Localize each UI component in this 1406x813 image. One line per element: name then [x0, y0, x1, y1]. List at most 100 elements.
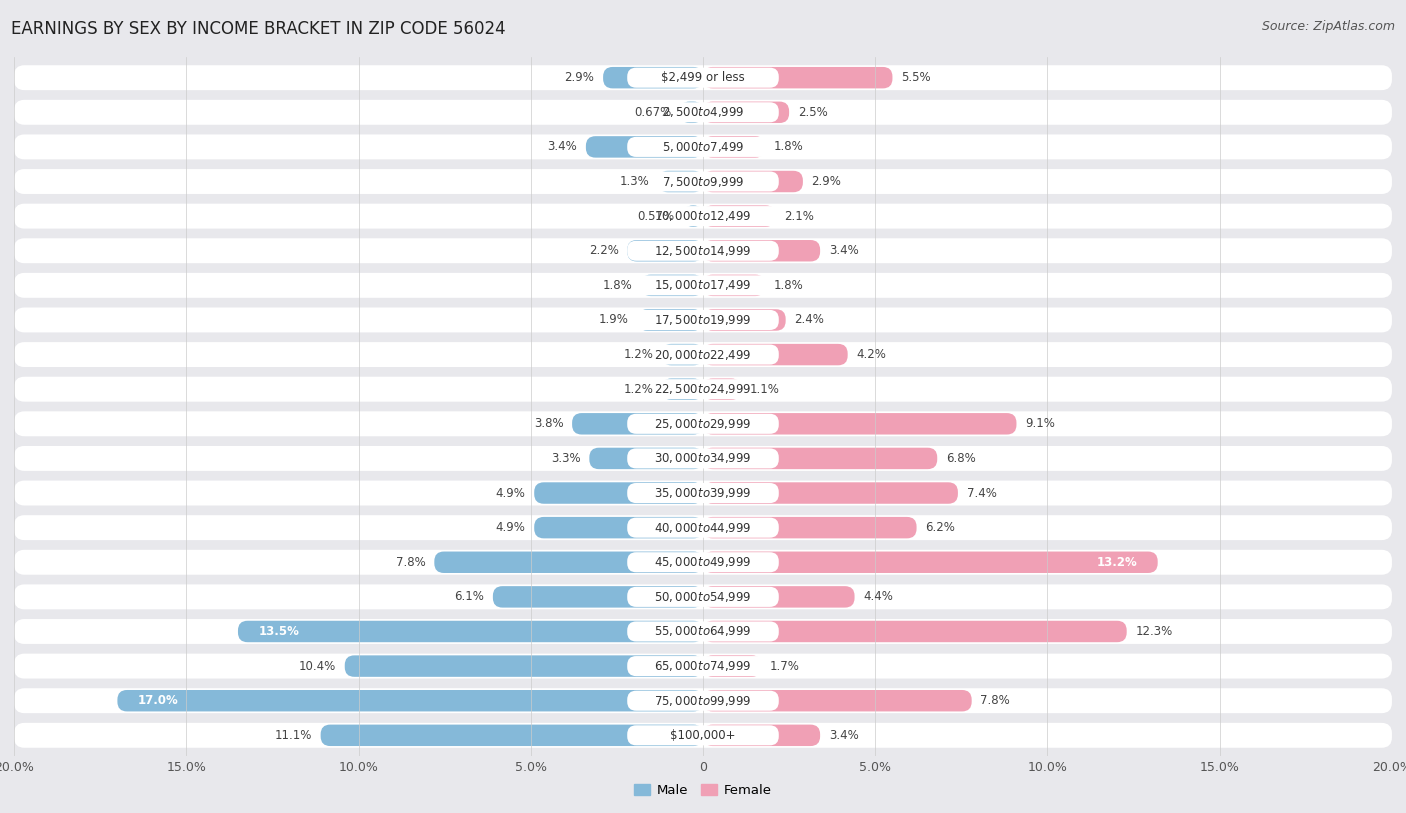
FancyBboxPatch shape — [703, 655, 762, 677]
FancyBboxPatch shape — [534, 517, 703, 538]
FancyBboxPatch shape — [703, 690, 972, 711]
Legend: Male, Female: Male, Female — [628, 778, 778, 802]
Text: $50,000 to $54,999: $50,000 to $54,999 — [654, 590, 752, 604]
FancyBboxPatch shape — [703, 309, 786, 331]
FancyBboxPatch shape — [703, 551, 1157, 573]
Text: 3.4%: 3.4% — [547, 141, 578, 154]
FancyBboxPatch shape — [627, 691, 779, 711]
Text: 1.9%: 1.9% — [599, 314, 628, 327]
FancyBboxPatch shape — [681, 102, 703, 123]
Text: $20,000 to $22,499: $20,000 to $22,499 — [654, 348, 752, 362]
Text: 2.1%: 2.1% — [785, 210, 814, 223]
Text: 2.2%: 2.2% — [589, 244, 619, 257]
Text: Source: ZipAtlas.com: Source: ZipAtlas.com — [1261, 20, 1395, 33]
Text: $30,000 to $34,999: $30,000 to $34,999 — [654, 451, 752, 465]
Text: 13.5%: 13.5% — [259, 625, 299, 638]
FancyBboxPatch shape — [703, 724, 820, 746]
Text: 1.8%: 1.8% — [773, 279, 803, 292]
FancyBboxPatch shape — [14, 723, 1392, 748]
Text: 3.4%: 3.4% — [828, 244, 859, 257]
Text: 10.4%: 10.4% — [299, 659, 336, 672]
Text: $17,500 to $19,999: $17,500 to $19,999 — [654, 313, 752, 327]
FancyBboxPatch shape — [627, 345, 779, 364]
Text: $10,000 to $12,499: $10,000 to $12,499 — [654, 209, 752, 223]
Text: $100,000+: $100,000+ — [671, 728, 735, 741]
FancyBboxPatch shape — [494, 586, 703, 607]
FancyBboxPatch shape — [14, 134, 1392, 159]
FancyBboxPatch shape — [14, 376, 1392, 402]
Text: 2.9%: 2.9% — [565, 72, 595, 85]
Text: 1.8%: 1.8% — [603, 279, 633, 292]
FancyBboxPatch shape — [703, 67, 893, 89]
FancyBboxPatch shape — [14, 342, 1392, 367]
FancyBboxPatch shape — [703, 102, 789, 123]
Text: $35,000 to $39,999: $35,000 to $39,999 — [654, 486, 752, 500]
Text: 0.67%: 0.67% — [634, 106, 671, 119]
FancyBboxPatch shape — [14, 654, 1392, 679]
FancyBboxPatch shape — [627, 172, 779, 192]
FancyBboxPatch shape — [627, 379, 779, 399]
Text: $40,000 to $44,999: $40,000 to $44,999 — [654, 520, 752, 535]
Text: 11.1%: 11.1% — [274, 728, 312, 741]
Text: 4.4%: 4.4% — [863, 590, 893, 603]
Text: 6.1%: 6.1% — [454, 590, 484, 603]
Text: $5,000 to $7,499: $5,000 to $7,499 — [662, 140, 744, 154]
FancyBboxPatch shape — [703, 171, 803, 192]
FancyBboxPatch shape — [627, 552, 779, 572]
Text: $25,000 to $29,999: $25,000 to $29,999 — [654, 417, 752, 431]
FancyBboxPatch shape — [627, 240, 703, 262]
FancyBboxPatch shape — [14, 689, 1392, 713]
Text: 1.7%: 1.7% — [770, 659, 800, 672]
Text: 0.57%: 0.57% — [638, 210, 675, 223]
FancyBboxPatch shape — [589, 448, 703, 469]
FancyBboxPatch shape — [627, 518, 779, 537]
Text: 4.9%: 4.9% — [496, 521, 526, 534]
FancyBboxPatch shape — [572, 413, 703, 434]
FancyBboxPatch shape — [703, 379, 741, 400]
FancyBboxPatch shape — [662, 379, 703, 400]
Text: 13.2%: 13.2% — [1097, 556, 1137, 569]
FancyBboxPatch shape — [703, 621, 1126, 642]
Text: $2,500 to $4,999: $2,500 to $4,999 — [662, 106, 744, 120]
FancyBboxPatch shape — [627, 587, 779, 607]
Text: 12.3%: 12.3% — [1135, 625, 1173, 638]
FancyBboxPatch shape — [14, 411, 1392, 437]
FancyBboxPatch shape — [683, 206, 703, 227]
Text: 5.5%: 5.5% — [901, 72, 931, 85]
FancyBboxPatch shape — [627, 310, 779, 330]
FancyBboxPatch shape — [14, 65, 1392, 90]
FancyBboxPatch shape — [658, 171, 703, 192]
FancyBboxPatch shape — [117, 690, 703, 711]
Text: 3.8%: 3.8% — [534, 417, 564, 430]
Text: $22,500 to $24,999: $22,500 to $24,999 — [654, 382, 752, 396]
FancyBboxPatch shape — [586, 136, 703, 158]
FancyBboxPatch shape — [14, 585, 1392, 609]
FancyBboxPatch shape — [662, 344, 703, 365]
Text: 7.8%: 7.8% — [980, 694, 1010, 707]
FancyBboxPatch shape — [434, 551, 703, 573]
FancyBboxPatch shape — [14, 100, 1392, 124]
Text: $75,000 to $99,999: $75,000 to $99,999 — [654, 693, 752, 707]
FancyBboxPatch shape — [14, 550, 1392, 575]
Text: $2,499 or less: $2,499 or less — [661, 72, 745, 85]
FancyBboxPatch shape — [627, 725, 779, 746]
Text: 17.0%: 17.0% — [138, 694, 179, 707]
FancyBboxPatch shape — [627, 449, 779, 468]
Text: 2.9%: 2.9% — [811, 175, 841, 188]
Text: 1.2%: 1.2% — [623, 383, 652, 396]
FancyBboxPatch shape — [14, 480, 1392, 506]
Text: 1.3%: 1.3% — [620, 175, 650, 188]
Text: 2.5%: 2.5% — [797, 106, 828, 119]
Text: $55,000 to $64,999: $55,000 to $64,999 — [654, 624, 752, 638]
FancyBboxPatch shape — [14, 238, 1392, 263]
FancyBboxPatch shape — [627, 414, 779, 434]
Text: 1.1%: 1.1% — [749, 383, 779, 396]
Text: 6.8%: 6.8% — [946, 452, 976, 465]
FancyBboxPatch shape — [627, 241, 779, 261]
Text: 1.2%: 1.2% — [623, 348, 652, 361]
FancyBboxPatch shape — [703, 206, 775, 227]
Text: 7.8%: 7.8% — [396, 556, 426, 569]
Text: 3.3%: 3.3% — [551, 452, 581, 465]
FancyBboxPatch shape — [321, 724, 703, 746]
FancyBboxPatch shape — [14, 273, 1392, 298]
